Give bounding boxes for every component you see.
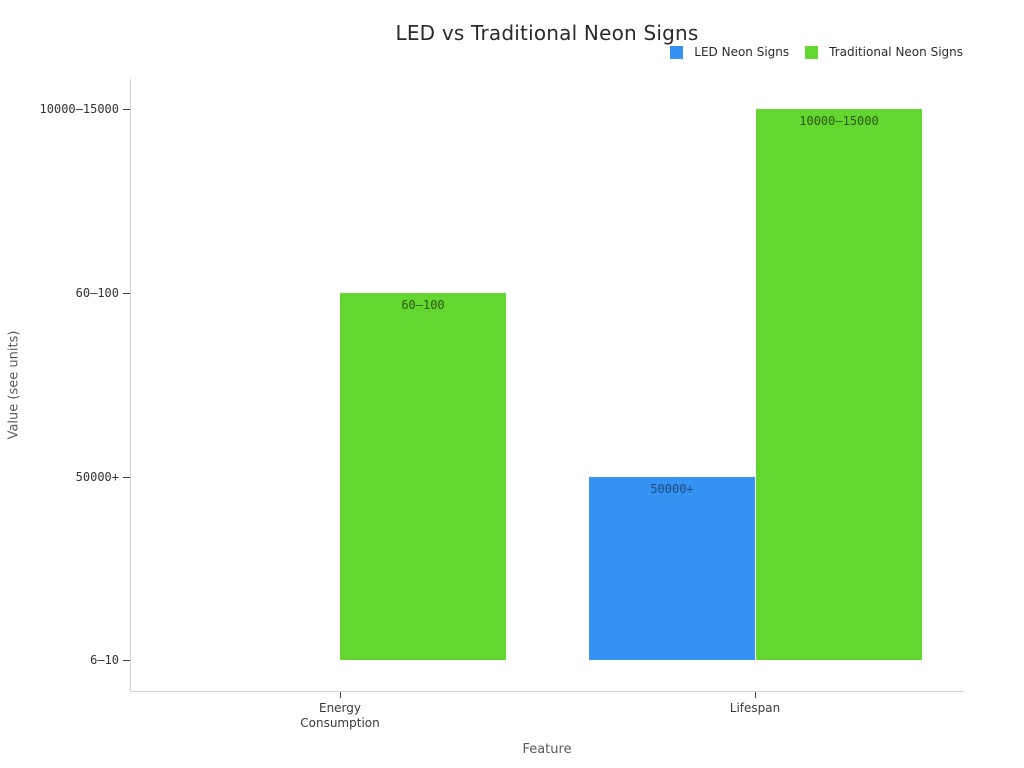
y-tick-mark bbox=[123, 293, 130, 294]
x-tick-label-energy-consumption: Energy Consumption bbox=[260, 701, 420, 731]
bar-traditional-energy-consumption: 60–100 bbox=[340, 293, 506, 660]
legend-swatch-led-icon bbox=[670, 45, 684, 59]
legend-label-led: LED Neon Signs bbox=[694, 45, 790, 59]
y-tick-mark bbox=[123, 660, 130, 661]
x-axis-line bbox=[130, 691, 964, 692]
y-tick-label: 6–10 bbox=[90, 653, 119, 667]
x-tick-label-line: Energy bbox=[318, 701, 361, 715]
x-tick-label-lifespan: Lifespan bbox=[675, 701, 835, 716]
bar-value-label: 60–100 bbox=[401, 298, 445, 312]
bar-led-lifespan: 50000+ bbox=[589, 477, 755, 660]
y-tick-mark bbox=[123, 109, 130, 110]
legend-label-traditional: Traditional Neon Signs bbox=[829, 45, 963, 59]
x-tick-mark bbox=[755, 692, 756, 698]
y-tick-label: 50000+ bbox=[75, 470, 119, 484]
y-tick-label: 10000–15000 bbox=[39, 102, 119, 116]
x-tick-label-line: Lifespan bbox=[729, 701, 781, 715]
legend-item-traditional[interactable]: Traditional Neon Signs bbox=[805, 45, 963, 59]
x-tick-mark bbox=[340, 692, 341, 698]
bar-value-label: 50000+ bbox=[650, 482, 694, 496]
x-axis-title: Feature bbox=[522, 742, 572, 757]
legend: LED Neon Signs Traditional Neon Signs bbox=[670, 45, 963, 59]
bar-traditional-lifespan: 10000–15000 bbox=[756, 109, 922, 660]
legend-item-led[interactable]: LED Neon Signs bbox=[670, 45, 789, 59]
y-axis-line bbox=[130, 79, 131, 692]
y-tick-mark bbox=[123, 477, 130, 478]
y-tick-label: 60–100 bbox=[75, 286, 119, 300]
y-axis-title: Value (see units) bbox=[6, 330, 22, 440]
legend-swatch-traditional-icon bbox=[805, 45, 819, 59]
bar-value-label: 10000–15000 bbox=[799, 114, 879, 128]
x-tick-label-line: Consumption bbox=[300, 716, 380, 730]
chart-title: LED vs Traditional Neon Signs bbox=[395, 21, 699, 45]
